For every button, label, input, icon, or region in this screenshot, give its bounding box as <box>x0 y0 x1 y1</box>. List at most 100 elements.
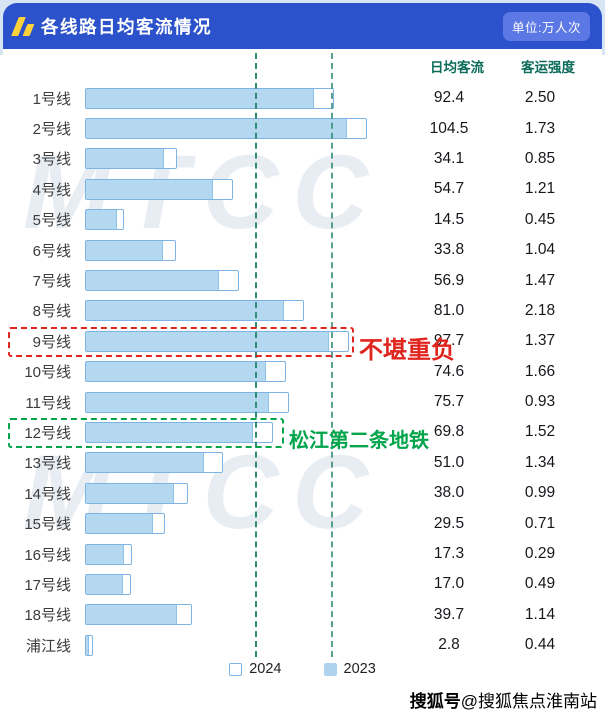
bar-2023-fill <box>86 88 314 108</box>
line-label: 6号线 <box>32 242 71 260</box>
daily-flow-value: 54.7 <box>433 180 465 198</box>
bar-track <box>79 604 387 626</box>
legend-label-2023: 2023 <box>343 661 376 677</box>
line-label: 2号线 <box>32 121 71 139</box>
bar-2023-fill <box>86 119 347 139</box>
daily-flow-value: 104.5 <box>429 119 469 137</box>
line-label: 3号线 <box>32 151 71 169</box>
bar-2023-fill <box>86 635 89 655</box>
bar-track <box>79 270 387 292</box>
line-label: 8号线 <box>32 303 71 321</box>
line-label: 14号线 <box>24 485 71 503</box>
table-row: 7号线 56.9 1.47 <box>3 265 602 295</box>
intensity-value: 1.04 <box>524 241 556 259</box>
bar-2023-fill <box>86 514 153 534</box>
bar-track <box>79 300 387 322</box>
bar-2023-fill <box>86 605 177 625</box>
line-label: 4号线 <box>32 181 71 199</box>
bar-2023-fill <box>86 240 163 260</box>
overload-annotation-box <box>8 327 354 357</box>
daily-flow-value: 39.7 <box>433 605 465 623</box>
bar-track <box>79 148 387 170</box>
table-row: 9号线 97.7 1.37 <box>3 326 602 356</box>
table-row: 14号线 38.0 0.99 <box>3 478 602 508</box>
intensity-value: 0.85 <box>524 149 556 167</box>
legend-swatch-2024-icon <box>229 662 243 676</box>
songjiang-annotation-text: 松江第二条地铁 <box>289 430 429 452</box>
bar-2024 <box>85 209 124 231</box>
line-label: 11号线 <box>25 394 71 412</box>
bar-2023-fill <box>86 544 124 564</box>
bar-2024 <box>85 604 192 626</box>
table-row: 15号线 29.5 0.71 <box>3 508 602 538</box>
column-header-intensity: 客运强度 <box>521 60 575 75</box>
bar-2023-fill <box>86 422 253 442</box>
bar-track <box>79 513 387 535</box>
bar-track <box>79 118 387 140</box>
bar-2024 <box>85 361 286 383</box>
intensity-value: 1.66 <box>524 362 556 380</box>
daily-flow-value: 17.3 <box>433 545 465 563</box>
chart-rows: 1号线 92.4 2.50 2号线 104.5 1.73 3号线 34.1 0.85 4号线 54.… <box>3 83 602 660</box>
daily-flow-value: 74.6 <box>433 362 465 380</box>
bar-2023-fill <box>86 149 164 169</box>
bar-track <box>79 543 387 565</box>
bar-track <box>79 87 387 109</box>
bar-2024 <box>85 148 177 170</box>
table-row: 18号线 39.7 1.14 <box>3 600 602 630</box>
daily-flow-value: 92.4 <box>433 89 465 107</box>
bar-track <box>79 330 387 352</box>
intensity-value: 1.34 <box>524 453 556 471</box>
intensity-value: 0.93 <box>524 393 556 411</box>
line-label: 1号线 <box>32 90 71 108</box>
line-label: 7号线 <box>32 273 71 291</box>
bar-2023-fill <box>86 271 219 291</box>
bar-2023-fill <box>86 392 269 412</box>
bar-2024 <box>85 87 334 109</box>
line-label: 9号线 <box>32 333 71 351</box>
bar-2024 <box>85 178 233 200</box>
overload-annotation-text: 不堪重负 <box>359 337 455 364</box>
legend-item-2024: 2024 <box>229 661 282 677</box>
intensity-value: 0.99 <box>524 484 556 502</box>
table-row: 1号线 92.4 2.50 <box>3 83 602 113</box>
bar-2024 <box>85 482 188 504</box>
bar-track <box>79 361 387 383</box>
daily-flow-value: 56.9 <box>433 271 465 289</box>
bar-2024 <box>85 239 176 261</box>
intensity-value: 0.49 <box>524 575 556 593</box>
legend-item-2023: 2023 <box>323 661 376 677</box>
daily-flow-value: 51.0 <box>433 453 465 471</box>
bar-track <box>79 391 387 413</box>
bar-track <box>79 482 387 504</box>
daily-flow-value: 75.7 <box>433 393 465 411</box>
bar-2023-fill <box>86 179 213 199</box>
daily-flow-value: 69.8 <box>433 423 465 441</box>
legend-swatch-2023-icon <box>323 662 337 676</box>
intensity-value: 1.21 <box>524 180 556 198</box>
table-row: 5号线 14.5 0.45 <box>3 205 602 235</box>
bar-2024 <box>85 270 239 292</box>
table-row: 6号线 33.8 1.04 <box>3 235 602 265</box>
table-row: 10号线 74.6 1.66 <box>3 357 602 387</box>
daily-flow-value: 14.5 <box>433 210 465 228</box>
daily-flow-value: 97.7 <box>433 332 465 350</box>
line-label: 10号线 <box>24 364 71 382</box>
lightning-icon <box>11 16 35 36</box>
chart-legend: 2024 2023 <box>3 661 602 677</box>
line-label: 17号线 <box>24 576 71 594</box>
line-label: 12号线 <box>24 424 71 442</box>
unit-badge: 单位:万人次 <box>503 11 590 41</box>
daily-flow-value: 34.1 <box>433 149 465 167</box>
intensity-value: 1.73 <box>524 119 556 137</box>
bar-2024 <box>85 330 349 352</box>
daily-flow-value: 81.0 <box>433 301 465 319</box>
table-row: 17号线 17.0 0.49 <box>3 569 602 599</box>
line-label: 浦江线 <box>25 637 71 655</box>
intensity-value: 0.45 <box>524 210 556 228</box>
intensity-value: 0.71 <box>524 514 556 532</box>
bar-track <box>79 634 387 656</box>
bar-track <box>79 178 387 200</box>
bar-2023-fill <box>86 210 117 230</box>
source-attribution: 搜狐号@搜狐焦点淮南站 <box>410 687 597 712</box>
